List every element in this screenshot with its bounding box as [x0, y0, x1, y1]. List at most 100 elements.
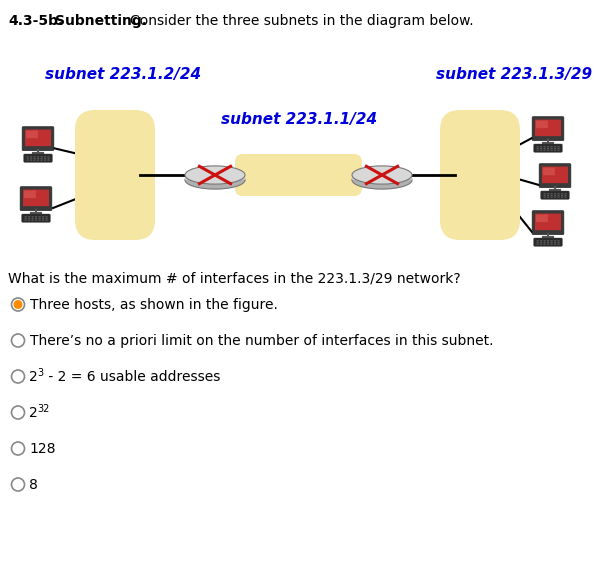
FancyBboxPatch shape	[47, 160, 50, 161]
FancyBboxPatch shape	[557, 195, 560, 196]
FancyBboxPatch shape	[26, 156, 29, 157]
FancyBboxPatch shape	[38, 216, 41, 217]
FancyBboxPatch shape	[32, 216, 34, 217]
Text: Consider the three subnets in the diagram below.: Consider the three subnets in the diagra…	[130, 14, 473, 28]
FancyBboxPatch shape	[38, 218, 41, 219]
FancyBboxPatch shape	[543, 168, 555, 175]
FancyBboxPatch shape	[37, 156, 39, 157]
FancyBboxPatch shape	[557, 243, 560, 245]
FancyBboxPatch shape	[544, 193, 546, 194]
FancyBboxPatch shape	[23, 190, 49, 206]
FancyBboxPatch shape	[42, 220, 44, 221]
FancyBboxPatch shape	[25, 220, 27, 221]
FancyBboxPatch shape	[540, 243, 542, 245]
FancyBboxPatch shape	[554, 148, 556, 149]
FancyBboxPatch shape	[22, 214, 50, 223]
FancyBboxPatch shape	[34, 158, 36, 159]
FancyBboxPatch shape	[30, 158, 32, 159]
FancyBboxPatch shape	[25, 218, 27, 219]
FancyBboxPatch shape	[535, 213, 561, 230]
FancyBboxPatch shape	[547, 242, 549, 243]
FancyBboxPatch shape	[547, 193, 549, 194]
FancyBboxPatch shape	[557, 193, 560, 194]
FancyBboxPatch shape	[544, 197, 546, 198]
FancyBboxPatch shape	[565, 197, 566, 198]
FancyBboxPatch shape	[44, 160, 46, 161]
FancyBboxPatch shape	[22, 127, 54, 150]
FancyBboxPatch shape	[544, 240, 546, 242]
FancyBboxPatch shape	[544, 243, 546, 245]
FancyBboxPatch shape	[547, 148, 549, 149]
FancyBboxPatch shape	[536, 242, 539, 243]
Text: 3: 3	[37, 368, 44, 378]
Ellipse shape	[185, 171, 245, 189]
FancyBboxPatch shape	[42, 218, 44, 219]
Text: 2: 2	[29, 370, 38, 384]
FancyBboxPatch shape	[536, 243, 539, 245]
FancyBboxPatch shape	[30, 156, 32, 157]
FancyBboxPatch shape	[561, 193, 563, 194]
FancyBboxPatch shape	[536, 214, 548, 222]
FancyBboxPatch shape	[554, 150, 556, 151]
FancyBboxPatch shape	[44, 158, 46, 159]
FancyBboxPatch shape	[24, 191, 36, 198]
FancyBboxPatch shape	[554, 195, 556, 196]
FancyBboxPatch shape	[551, 243, 553, 245]
FancyBboxPatch shape	[20, 187, 52, 210]
FancyBboxPatch shape	[34, 160, 36, 161]
FancyBboxPatch shape	[235, 154, 362, 196]
Text: 2: 2	[29, 406, 38, 420]
FancyBboxPatch shape	[28, 216, 30, 217]
FancyBboxPatch shape	[536, 121, 548, 128]
FancyBboxPatch shape	[551, 150, 553, 151]
FancyBboxPatch shape	[541, 191, 569, 199]
FancyBboxPatch shape	[561, 195, 563, 196]
FancyBboxPatch shape	[46, 218, 47, 219]
FancyBboxPatch shape	[554, 193, 556, 194]
FancyBboxPatch shape	[551, 148, 553, 149]
FancyBboxPatch shape	[25, 216, 27, 217]
FancyBboxPatch shape	[536, 148, 539, 149]
Text: 32: 32	[37, 404, 50, 414]
FancyBboxPatch shape	[557, 146, 560, 147]
FancyBboxPatch shape	[534, 144, 562, 152]
FancyBboxPatch shape	[25, 129, 51, 146]
FancyBboxPatch shape	[532, 211, 564, 235]
FancyBboxPatch shape	[542, 166, 568, 183]
FancyBboxPatch shape	[28, 218, 30, 219]
FancyBboxPatch shape	[554, 146, 556, 147]
Circle shape	[11, 406, 25, 419]
FancyBboxPatch shape	[46, 220, 47, 221]
FancyBboxPatch shape	[536, 240, 539, 242]
Text: 8: 8	[29, 478, 38, 492]
Circle shape	[11, 298, 25, 311]
Ellipse shape	[352, 166, 412, 184]
FancyBboxPatch shape	[547, 240, 549, 242]
FancyBboxPatch shape	[554, 243, 556, 245]
FancyBboxPatch shape	[32, 218, 34, 219]
FancyBboxPatch shape	[32, 220, 34, 221]
Circle shape	[11, 478, 25, 491]
Circle shape	[11, 370, 25, 383]
FancyBboxPatch shape	[185, 173, 245, 180]
FancyBboxPatch shape	[35, 218, 37, 219]
FancyBboxPatch shape	[35, 216, 37, 217]
FancyBboxPatch shape	[534, 238, 562, 246]
FancyBboxPatch shape	[561, 197, 563, 198]
FancyBboxPatch shape	[41, 160, 43, 161]
Text: - 2 = 6 usable addresses: - 2 = 6 usable addresses	[44, 370, 220, 384]
FancyBboxPatch shape	[547, 195, 549, 196]
FancyBboxPatch shape	[26, 131, 38, 138]
FancyBboxPatch shape	[544, 148, 546, 149]
FancyBboxPatch shape	[551, 193, 553, 194]
FancyBboxPatch shape	[554, 197, 556, 198]
FancyBboxPatch shape	[46, 216, 47, 217]
FancyBboxPatch shape	[557, 240, 560, 242]
Text: subnet 223.1.1/24: subnet 223.1.1/24	[221, 112, 377, 127]
FancyBboxPatch shape	[536, 146, 539, 147]
FancyBboxPatch shape	[539, 164, 571, 187]
Text: subnet 223.1.2/24: subnet 223.1.2/24	[45, 67, 201, 82]
Circle shape	[14, 300, 23, 309]
FancyBboxPatch shape	[37, 160, 39, 161]
FancyBboxPatch shape	[557, 242, 560, 243]
